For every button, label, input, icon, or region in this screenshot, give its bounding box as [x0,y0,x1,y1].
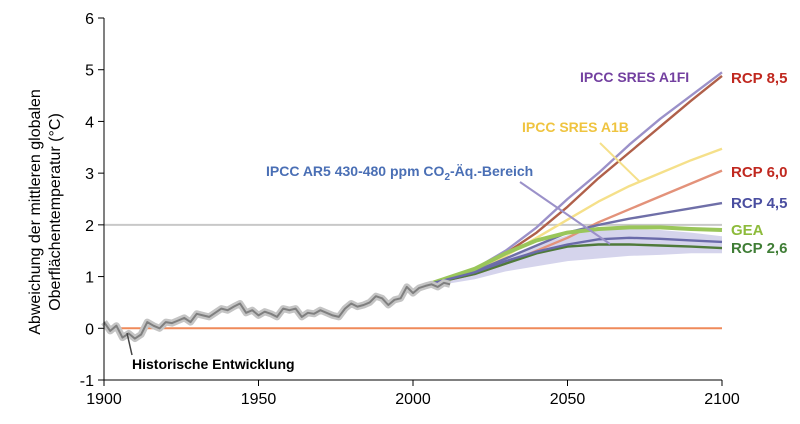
label-rcp-2-6: RCP 2,6 [731,240,787,257]
y-tick-label: 2 [85,218,94,235]
y-tick-label: 0 [85,321,94,338]
uncertainty-band [428,229,722,287]
annotation-a1fi: IPCC SRES A1FI [580,69,689,85]
x-tick-label: 2050 [550,391,586,408]
axis-layer: -1 0 1 2 3 4 5 6 1900 1950 2000 2050 2100 [80,11,740,408]
label-rcp-8-5: RCP 8,5 [731,70,787,87]
label-gea: GEA [731,222,764,239]
y-tick-label: 5 [85,63,94,80]
uncertainty-band-layer [428,229,722,287]
annotation-pointer-ar5 [519,181,611,245]
historical-line [103,281,451,340]
y-tick-label: 4 [85,114,94,131]
annotation-pointer-a1b [599,142,641,183]
y-tick-label: 3 [85,166,94,183]
annotation-pointer-historical [126,332,133,356]
y-tick-label: 1 [85,270,94,287]
series-layer [427,71,723,287]
historical-uncertainty [101,279,451,343]
y-axis-title-line1: Abweichung der mittleren globalen [27,89,44,334]
x-tick-label: 1950 [241,391,277,408]
annotation-historical: Historische Entwicklung [132,356,295,372]
annotation-ar5-prefix: IPCC AR5 430-480 ppm CO [266,163,445,179]
annotation-ar5-subscript: 2 [444,172,450,183]
historical-layer [101,279,451,343]
annotation-a1b: IPCC SRES A1B [522,119,629,135]
x-tick-label: 2000 [395,391,431,408]
x-tick-label: 1900 [86,391,122,408]
label-rcp-4-5: RCP 4,5 [731,195,787,212]
series-line-gea [427,225,723,287]
y-tick-label: 6 [85,11,94,28]
x-tick-label: 2100 [704,391,740,408]
grid-layer [104,223,722,330]
series-line-ipcc-ar5-430-480-ppm [428,236,723,286]
annotation-ar5-suffix: -Äq.-Bereich [450,163,533,179]
y-axis-title-line2: Oberflächentemperatur (°C) [47,113,64,311]
y-tick-label: -1 [80,373,94,390]
annotation-ar5-range: IPCC AR5 430-480 ppm CO2-Äq.-Bereich [266,163,533,183]
series-line-rcp-4-5 [428,201,723,286]
label-rcp-6-0: RCP 6,0 [731,164,787,181]
series-line-rcp-2-6 [428,243,723,286]
